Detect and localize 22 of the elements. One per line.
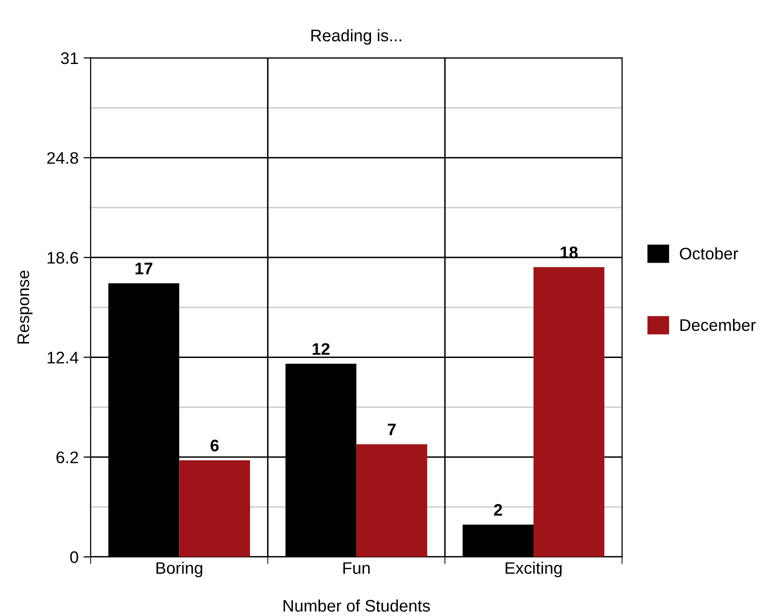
- data-label: 12: [312, 343, 330, 355]
- bar: [356, 444, 428, 557]
- y-tick-label: 24.8: [47, 152, 78, 164]
- y-axis-title: Response: [18, 270, 32, 344]
- data-label: 6: [210, 440, 219, 452]
- data-label: 17: [136, 262, 152, 274]
- x-tick-label: Boring: [156, 562, 202, 578]
- y-tick-label: 12.4: [48, 352, 78, 364]
- bar: [534, 267, 604, 557]
- chart-title: Reading is...: [311, 29, 402, 45]
- legend-label: December: [680, 318, 756, 332]
- y-tick-label: 6.2: [56, 451, 78, 464]
- x-tick-label: Fun: [343, 562, 370, 574]
- data-label: 2: [494, 504, 502, 516]
- y-tick-label: 31: [60, 52, 78, 64]
- legend-label: October: [680, 247, 738, 260]
- bar: [179, 460, 250, 557]
- y-tick-label: 0: [70, 551, 78, 564]
- x-tick-label: Exciting: [506, 562, 562, 578]
- y-tick-label: 18.6: [48, 252, 78, 264]
- x-axis-title: Number of Students: [284, 599, 430, 612]
- data-label: 7: [388, 424, 396, 436]
